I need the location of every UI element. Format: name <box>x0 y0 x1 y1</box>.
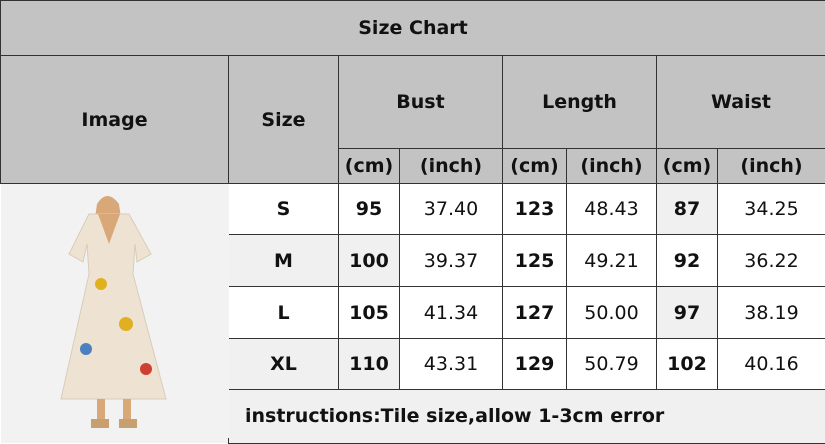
product-image <box>1 184 229 444</box>
value-cell: 39.37 <box>400 235 503 287</box>
value-cell: 43.31 <box>400 339 503 390</box>
value-cell: 36.22 <box>718 235 825 287</box>
chart-title: Size Chart <box>1 1 825 56</box>
value-cell: 50.00 <box>567 287 657 339</box>
value-cell: 37.40 <box>400 184 503 235</box>
instructions-note: instructions:Tile size,allow 1-3cm error <box>229 390 825 443</box>
header-waist: Waist <box>657 56 825 149</box>
value-cell: 105 <box>339 287 400 339</box>
size-cell: XL <box>229 339 339 390</box>
unit-header: (cm) <box>339 149 400 184</box>
value-cell: 38.19 <box>718 287 825 339</box>
dress-photo <box>1 184 229 438</box>
value-cell: 100 <box>339 235 400 287</box>
value-cell: 127 <box>503 287 567 339</box>
value-cell: 110 <box>339 339 400 390</box>
unit-header: (inch) <box>718 149 825 184</box>
value-cell: 87 <box>657 184 718 235</box>
unit-header: (cm) <box>657 149 718 184</box>
unit-header: (cm) <box>503 149 567 184</box>
header-bust: Bust <box>339 56 503 149</box>
value-cell: 49.21 <box>567 235 657 287</box>
value-cell: 92 <box>657 235 718 287</box>
unit-header: (inch) <box>400 149 503 184</box>
value-cell: 97 <box>657 287 718 339</box>
size-cell: S <box>229 184 339 235</box>
value-cell: 50.79 <box>567 339 657 390</box>
value-cell: 102 <box>657 339 718 390</box>
value-cell: 48.43 <box>567 184 657 235</box>
value-cell: 40.16 <box>718 339 825 390</box>
value-cell: 123 <box>503 184 567 235</box>
header-image: Image <box>1 56 229 184</box>
unit-header: (inch) <box>567 149 657 184</box>
value-cell: 125 <box>503 235 567 287</box>
header-length: Length <box>503 56 657 149</box>
value-cell: 95 <box>339 184 400 235</box>
value-cell: 34.25 <box>718 184 825 235</box>
size-cell: M <box>229 235 339 287</box>
value-cell: 41.34 <box>400 287 503 339</box>
value-cell: 129 <box>503 339 567 390</box>
header-size: Size <box>229 56 339 184</box>
size-cell: L <box>229 287 339 339</box>
